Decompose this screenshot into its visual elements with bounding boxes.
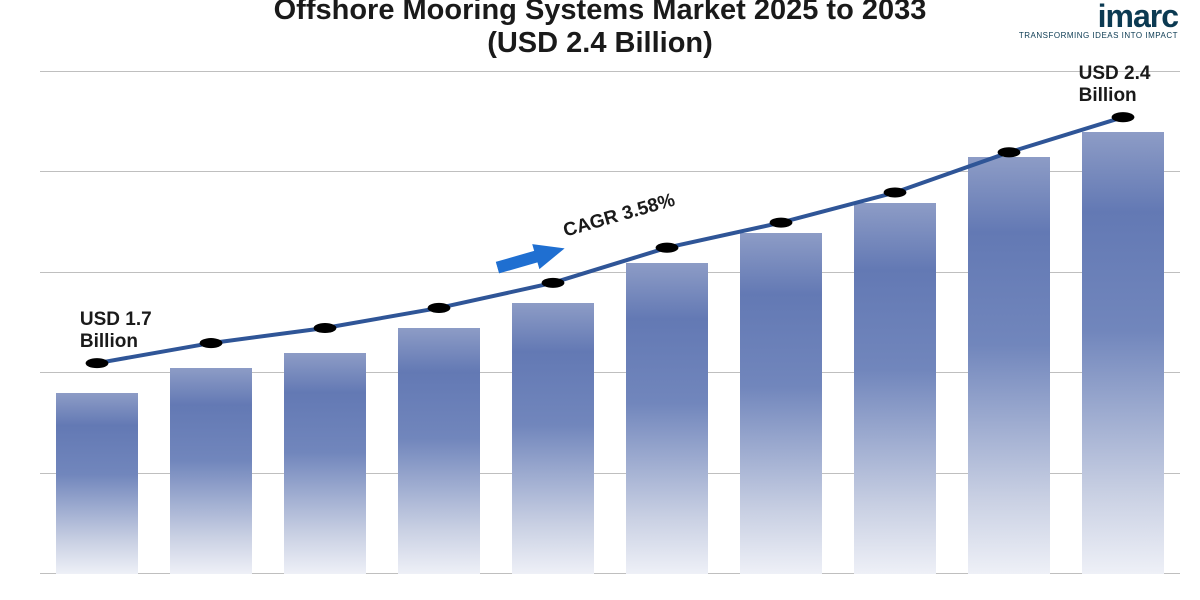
bar <box>170 368 252 574</box>
bar <box>1082 132 1164 574</box>
bar <box>512 303 594 574</box>
bar <box>398 328 480 574</box>
bar <box>740 233 822 574</box>
bar <box>56 393 138 574</box>
bar <box>968 157 1050 574</box>
end-value-label: USD 2.4 Billion <box>1079 63 1169 107</box>
chart-area: USD 1.7 Billion USD 2.4 Billion CAGR 3.5… <box>40 72 1180 574</box>
logo-tagline: TRANSFORMING IDEAS INTO IMPACT <box>1018 31 1178 40</box>
bar <box>854 203 936 574</box>
logo-text: imarc <box>1018 2 1178 31</box>
bar <box>284 353 366 574</box>
bar-series <box>40 72 1180 574</box>
start-value-label: USD 1.7 Billion <box>80 309 170 353</box>
imarc-logo: imarc TRANSFORMING IDEAS INTO IMPACT <box>1018 2 1178 40</box>
bar <box>626 263 708 574</box>
